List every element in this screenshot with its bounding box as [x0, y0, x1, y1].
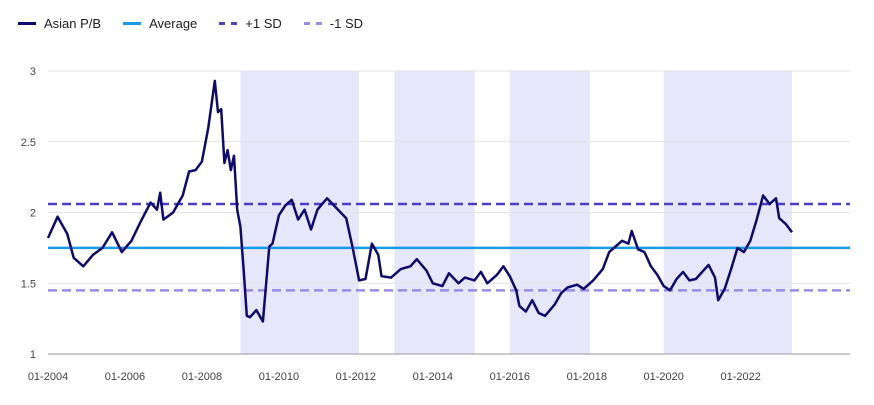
legend-label-asian-pb: Asian P/B	[44, 16, 102, 31]
y-tick-label: 1.5	[21, 278, 36, 290]
y-tick-label: 2	[30, 208, 36, 220]
x-tick-label: 01-2010	[259, 371, 299, 383]
legend-label-minus-1sd: -1 SD	[329, 16, 364, 31]
x-tick-label: 01-2008	[182, 371, 222, 383]
x-tick-label: 01-2018	[567, 371, 607, 383]
x-tick-label: 01-2014	[413, 371, 453, 383]
series-layer	[46, 79, 793, 323]
legend-swatch-plus-1sd	[219, 22, 238, 25]
y-tick-label: 1	[30, 349, 36, 361]
x-tick-label: 01-2016	[490, 371, 530, 383]
y-tick-label: 3	[30, 66, 36, 78]
y-tick-label: 2.5	[21, 137, 36, 149]
legend-item-minus-1sd: -1 SD	[303, 16, 364, 31]
legend-swatch-asian-pb	[18, 22, 36, 25]
legend-label-plus-1sd: +1 SD	[245, 16, 282, 31]
legend-label-average: Average	[149, 16, 198, 31]
legend-swatch-minus-1sd	[303, 22, 322, 25]
legend-swatch-average	[123, 22, 142, 25]
axis-labels: 1 1.5 2 2.5 3 01-2004 01-2006 01-2008 01-2010 01-…	[21, 66, 761, 383]
x-tick-label: 01-2020	[644, 371, 684, 383]
x-tick-label: 01-2022	[721, 371, 761, 383]
x-tick-label: 01-2012	[336, 371, 376, 383]
x-tick-label: 01-2006	[105, 371, 145, 383]
series-line-asian-pb	[46, 79, 793, 323]
legend-item-plus-1sd: +1 SD	[219, 16, 282, 31]
legend-item-asian-pb: Asian P/B	[18, 16, 101, 31]
chart-legend: Asian P/B Average +1 SD -1 SD	[18, 16, 363, 31]
x-tick-label: 01-2004	[28, 371, 68, 383]
reference-lines	[48, 202, 850, 292]
legend-item-average: Average	[123, 16, 197, 31]
